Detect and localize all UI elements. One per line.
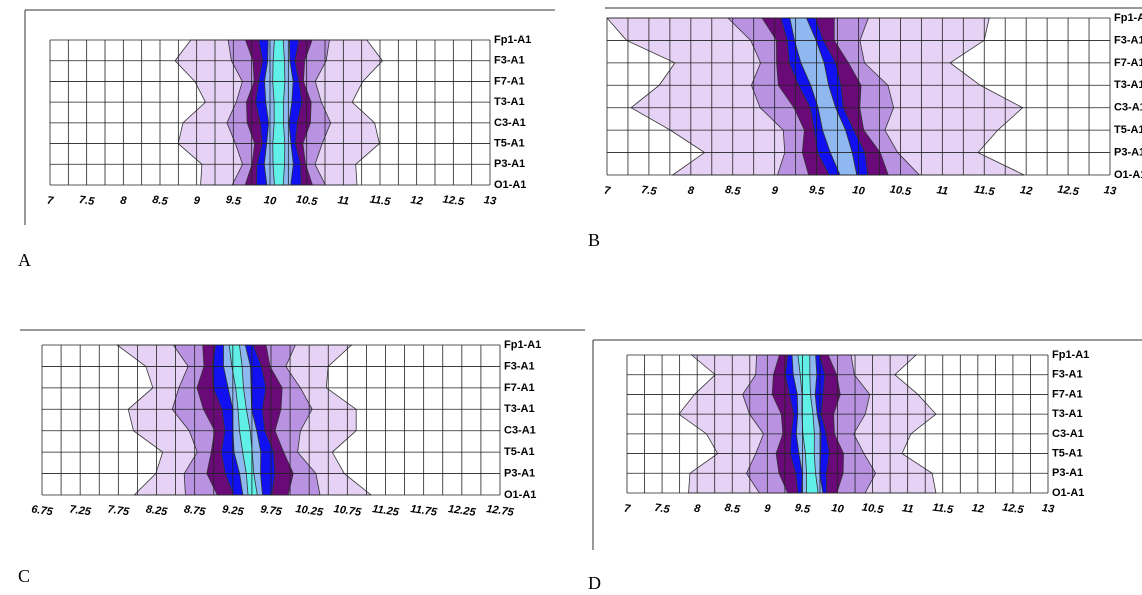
x-tick-label: 9: [763, 503, 772, 516]
channel-label: Fp1-A: [1114, 12, 1142, 24]
x-tick-label: 7.75: [107, 503, 131, 518]
x-tick-label: 9.5: [225, 194, 243, 208]
panel-label: D: [588, 573, 601, 593]
x-tick-label: 13: [1041, 502, 1055, 516]
channel-label: F7-A1: [494, 75, 525, 87]
x-tick-label: 9: [771, 185, 780, 198]
channel-label: Fp1-A1: [494, 34, 531, 46]
panel-label: C: [18, 566, 30, 586]
x-tick-label: 12.5: [1057, 183, 1081, 198]
channel-label: Fp1-A1: [504, 339, 541, 351]
x-tick-label: 11: [936, 184, 949, 197]
x-tick-label: 11: [901, 502, 914, 515]
channel-label: F3-A1: [1114, 34, 1142, 46]
x-tick-label: 11.75: [410, 503, 439, 519]
x-tick-label: 7.5: [654, 502, 672, 516]
channel-label: C3-A1: [494, 117, 526, 129]
channel-label: C3-A1: [1114, 102, 1142, 114]
channel-label: F7-A1: [1052, 388, 1083, 400]
x-tick-label: 12.5: [442, 193, 466, 208]
x-tick-label: 11: [337, 194, 350, 207]
channel-label: P3-A1: [1114, 146, 1142, 158]
x-tick-label: 6.75: [31, 503, 55, 518]
x-tick-label: 10.75: [333, 503, 363, 519]
channel-label: O1-A1: [1114, 169, 1142, 181]
x-tick-label: 7.25: [69, 503, 93, 518]
channel-label: C3-A1: [504, 425, 536, 437]
x-tick-label: 8.5: [724, 502, 742, 516]
x-tick-label: 12: [410, 194, 424, 208]
channel-label: P3-A1: [1052, 467, 1083, 479]
panel-label: B: [588, 230, 600, 250]
x-tick-label: 8: [693, 503, 702, 516]
x-tick-label: 8.75: [183, 503, 207, 518]
channel-label: F7-A1: [504, 382, 535, 394]
x-tick-label: 10.25: [295, 503, 325, 519]
channel-label: F3-A1: [504, 360, 535, 372]
x-tick-label: 7: [46, 195, 55, 208]
x-tick-label: 9: [193, 195, 202, 208]
x-tick-label: 12.25: [447, 503, 477, 519]
x-tick-label: 8.5: [724, 184, 742, 198]
x-tick-label: 7: [623, 503, 632, 516]
x-tick-label: 9.25: [221, 503, 245, 518]
x-tick-label: 11.5: [973, 184, 996, 199]
x-tick-label: 8.25: [145, 503, 169, 518]
channel-label: P3-A1: [494, 158, 525, 170]
channel-label: Fp1-A1: [1052, 349, 1089, 361]
channel-label: O1-A1: [494, 179, 526, 191]
x-tick-label: 10: [831, 502, 846, 516]
x-tick-label: 11.5: [932, 502, 955, 517]
x-tick-label: 12: [971, 502, 985, 516]
channel-label: O1-A1: [504, 489, 536, 501]
x-tick-label: 7.5: [78, 194, 96, 208]
x-tick-label: 8.5: [152, 194, 170, 208]
x-tick-label: 9.75: [260, 503, 284, 518]
channel-label: T5-A1: [1052, 447, 1083, 459]
x-tick-label: 9.5: [794, 502, 812, 516]
channel-label: T3-A1: [1052, 408, 1083, 420]
channel-label: F3-A1: [1052, 369, 1083, 381]
channel-label: T5-A1: [494, 137, 525, 149]
x-tick-label: 13: [483, 194, 497, 208]
x-tick-label: 13: [1103, 184, 1117, 198]
channel-label: T5-A1: [1114, 124, 1142, 136]
x-tick-label: 9.5: [808, 184, 826, 198]
x-tick-label: 10.5: [295, 193, 319, 208]
x-tick-label: 12.5: [1001, 501, 1025, 516]
channel-label: T3-A1: [494, 96, 525, 108]
channel-label: F3-A1: [494, 55, 525, 67]
x-tick-label: 10.5: [861, 501, 885, 516]
x-tick-label: 7: [603, 185, 612, 198]
channel-label: T5-A1: [504, 446, 535, 458]
x-tick-label: 12: [1019, 184, 1033, 198]
x-tick-label: 10.5: [889, 183, 913, 198]
contour-band: [272, 39, 286, 186]
x-tick-label: 10: [852, 184, 867, 198]
x-tick-label: 12.75: [486, 503, 516, 519]
x-tick-label: 10: [263, 194, 278, 208]
x-tick-label: 8: [119, 195, 128, 208]
channel-label: T3-A1: [504, 403, 535, 415]
channel-label: O1-A1: [1052, 487, 1084, 499]
channel-label: F7-A1: [1114, 57, 1142, 69]
x-tick-label: 11.25: [371, 503, 400, 519]
x-tick-label: 11.5: [369, 194, 392, 209]
channel-label: C3-A1: [1052, 428, 1084, 440]
x-tick-label: 8: [687, 185, 696, 198]
x-tick-label: 7.5: [641, 184, 659, 198]
channel-label: P3-A1: [504, 467, 535, 479]
channel-label: T3-A1: [1114, 79, 1142, 91]
panel-label: A: [18, 250, 31, 270]
